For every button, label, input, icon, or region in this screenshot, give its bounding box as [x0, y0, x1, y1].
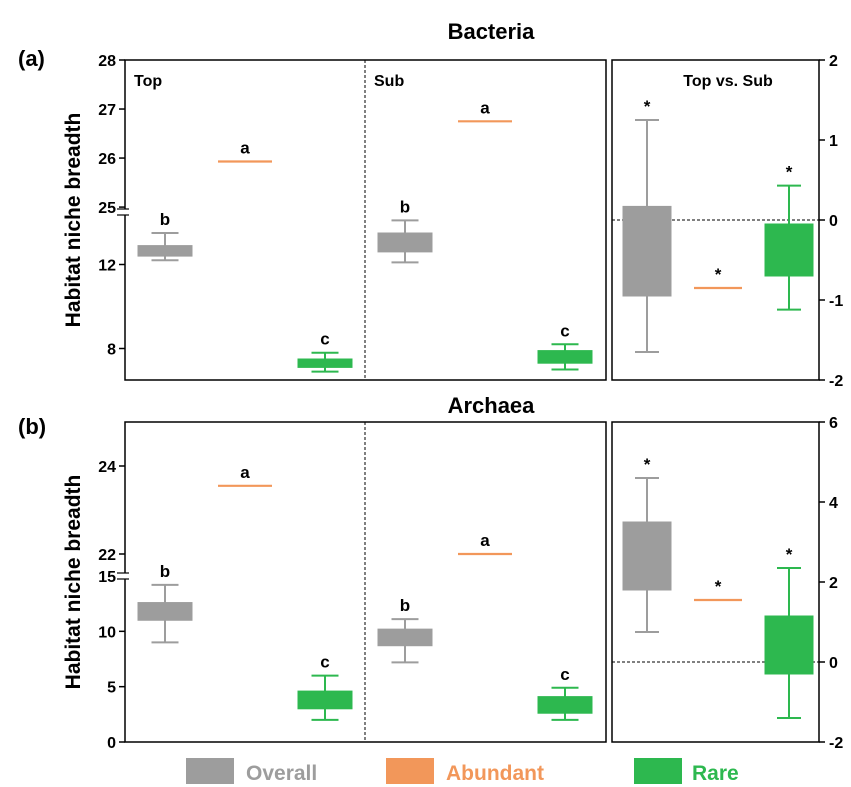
significance-star: * [715, 265, 722, 284]
bacteria-tag: (a) [18, 46, 45, 71]
left-axis-tick-label: 28 [98, 53, 116, 70]
rare-box [764, 223, 814, 277]
left-axis-tick-label: 25 [98, 200, 116, 217]
rare-box [297, 358, 353, 368]
right-axis-tick-label: 2 [829, 53, 838, 70]
bacteria-title: Bacteria [448, 19, 536, 44]
rare-box [764, 615, 814, 675]
significance-letter: a [480, 531, 490, 550]
significance-letter: a [240, 463, 250, 482]
right-axis-tick-label: -1 [829, 293, 843, 310]
significance-star: * [786, 545, 793, 564]
significance-star: * [786, 163, 793, 182]
left-axis-tick-label: 26 [98, 151, 116, 168]
right-axis-tick-label: -2 [829, 735, 843, 752]
archaea-title: Archaea [448, 393, 536, 418]
overall-box [622, 521, 672, 591]
left-axis-tick-label: 0 [107, 735, 116, 752]
right-axis-tick-label: 1 [829, 133, 838, 150]
bacteria-ylabel: Habitat niche breadth [62, 113, 85, 328]
left-axis-tick-label: 27 [98, 102, 116, 119]
left-axis-tick-label: 8 [107, 342, 116, 359]
significance-letter: b [160, 210, 170, 229]
left-axis-tick-label: 12 [98, 258, 116, 275]
axis-break-gap [117, 209, 129, 215]
legend-swatch-abundant [386, 758, 434, 784]
significance-letter: b [160, 562, 170, 581]
left-axis-tick-label: 24 [98, 459, 116, 476]
significance-star: * [644, 455, 651, 474]
left-axis-tick-label: 5 [107, 680, 116, 697]
right-axis-tick-label: 2 [829, 575, 838, 592]
right-axis-tick-label: 6 [829, 415, 838, 432]
significance-star: * [715, 577, 722, 596]
legend-swatch-overall [186, 758, 234, 784]
legend-swatch-rare [634, 758, 682, 784]
bacteria-group-sub-label: Sub [374, 73, 404, 90]
significance-letter: c [320, 330, 329, 349]
significance-letter: c [560, 321, 569, 340]
left-axis-tick-label: 22 [98, 547, 116, 564]
significance-letter: c [320, 653, 329, 672]
overall-box [377, 232, 433, 253]
right-axis-tick-label: 4 [829, 495, 838, 512]
rare-box [537, 350, 593, 364]
overall-box [377, 628, 433, 647]
significance-letter: b [400, 596, 410, 615]
legend-label-overall: Overall [246, 762, 317, 785]
rare-box [297, 690, 353, 710]
bacteria-difference-label: Top vs. Sub [683, 73, 773, 90]
bacteria-group-top-label: Top [134, 73, 162, 90]
significance-letter: a [480, 98, 490, 117]
overall-box [622, 205, 672, 297]
significance-letter: c [560, 665, 569, 684]
right-axis-tick-label: -2 [829, 373, 843, 390]
left-axis-tick-label: 10 [98, 624, 116, 641]
archaea-ylabel: Habitat niche breadth [62, 475, 85, 690]
right-axis-tick-label: 0 [829, 213, 838, 230]
rare-box [537, 696, 593, 714]
legend: Overall Abundant Rare [186, 758, 739, 785]
archaea-tag: (b) [18, 414, 46, 439]
axis-break-gap [117, 573, 129, 579]
significance-letter: a [240, 138, 250, 157]
overall-box [137, 245, 193, 257]
legend-label-abundant: Abundant [446, 762, 544, 785]
significance-star: * [644, 97, 651, 116]
significance-letter: b [400, 197, 410, 216]
overall-box [137, 602, 193, 621]
right-axis-tick-label: 0 [829, 655, 838, 672]
legend-label-rare: Rare [692, 762, 739, 785]
left-axis-tick-label: 15 [98, 569, 116, 586]
